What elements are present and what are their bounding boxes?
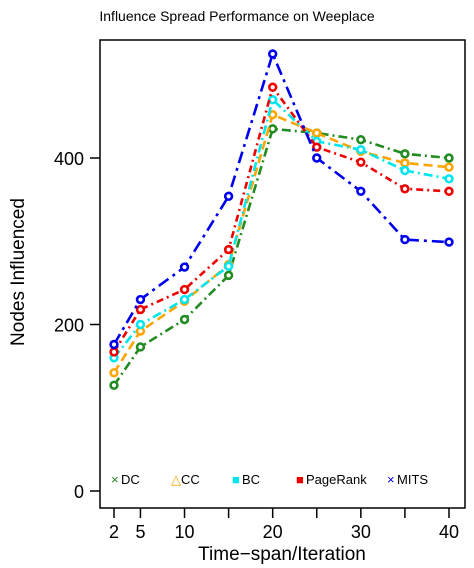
x-axis-label: Time−span/Iteration xyxy=(198,544,366,565)
x-axis: 2 5 10 20 30 40 xyxy=(109,508,459,542)
data-point-cc xyxy=(312,128,322,138)
data-point-mits xyxy=(109,339,119,350)
legend-label-pagerank: PageRank xyxy=(306,472,367,487)
data-point-dc xyxy=(223,270,234,281)
series-layer xyxy=(109,49,454,390)
data-point-pagerank xyxy=(444,186,454,197)
data-point-bc xyxy=(444,174,454,184)
legend-label-dc: DC xyxy=(121,472,140,487)
data-point-pagerank xyxy=(109,347,119,357)
data-point-pagerank xyxy=(400,184,410,194)
data-point-dc xyxy=(444,153,454,163)
legend-symbol-dc: × xyxy=(111,472,119,487)
data-point-mits xyxy=(444,237,454,247)
data-point-dc xyxy=(267,124,278,134)
x-tick-label: 10 xyxy=(175,522,195,542)
data-point-dc xyxy=(109,380,119,390)
data-point-mits xyxy=(135,294,146,305)
chart-title: Influence Spread Performance on Weeplace xyxy=(99,8,374,24)
data-point-bc xyxy=(267,95,278,105)
legend-label-bc: BC xyxy=(242,472,260,487)
legend-symbol-bc: ■ xyxy=(232,472,240,487)
data-point-bc xyxy=(400,165,410,176)
x-tick-label: 20 xyxy=(263,522,283,542)
data-point-pagerank xyxy=(223,244,234,255)
data-point-dc xyxy=(400,149,410,159)
y-axis: 0 200 400 xyxy=(54,149,100,502)
legend-symbol-mits: × xyxy=(387,472,395,487)
series-line-cc xyxy=(112,112,450,374)
plot-frame xyxy=(99,39,466,509)
series-line-bc xyxy=(112,97,450,359)
data-point-mits xyxy=(179,262,190,272)
data-point-pagerank xyxy=(135,304,146,315)
data-point-cc xyxy=(400,158,410,168)
y-tick-label: 200 xyxy=(54,316,84,336)
x-tick-label: 5 xyxy=(135,522,145,542)
data-point-bc xyxy=(135,319,146,330)
data-point-pagerank xyxy=(179,284,190,295)
data-point-dc xyxy=(135,342,146,352)
y-tick-label: 0 xyxy=(74,482,84,502)
data-point-dc xyxy=(179,314,190,325)
data-point-mits xyxy=(400,234,410,245)
data-point-bc xyxy=(223,261,234,271)
data-point-mits xyxy=(356,186,366,197)
data-point-mits xyxy=(312,153,322,163)
series-line-dc xyxy=(112,127,450,387)
y-axis-label: Nodes Influenced xyxy=(8,198,29,346)
x-tick-label: 40 xyxy=(439,522,459,542)
data-point-bc xyxy=(356,144,366,155)
data-point-pagerank xyxy=(312,142,322,152)
data-point-pagerank xyxy=(356,157,366,167)
legend-symbol-cc: △ xyxy=(171,472,181,487)
x-tick-label: 2 xyxy=(109,522,119,542)
data-point-cc xyxy=(109,368,119,378)
legend-symbol-pagerank: ■ xyxy=(296,472,304,487)
data-point-pagerank xyxy=(267,82,278,92)
legend-label-cc: CC xyxy=(181,472,200,487)
y-tick-label: 400 xyxy=(54,149,84,169)
legend: × DC △ CC ■ BC ■ PageRank × MITS xyxy=(111,472,428,487)
data-point-cc xyxy=(444,162,454,172)
data-point-dc xyxy=(356,134,366,145)
x-tick-label: 30 xyxy=(351,522,371,542)
data-point-mits xyxy=(267,49,278,59)
data-point-mits xyxy=(223,191,234,201)
series-line-mits xyxy=(112,50,450,346)
data-point-bc xyxy=(179,294,190,305)
series-line-pagerank xyxy=(112,84,450,353)
legend-label-mits: MITS xyxy=(397,472,428,487)
